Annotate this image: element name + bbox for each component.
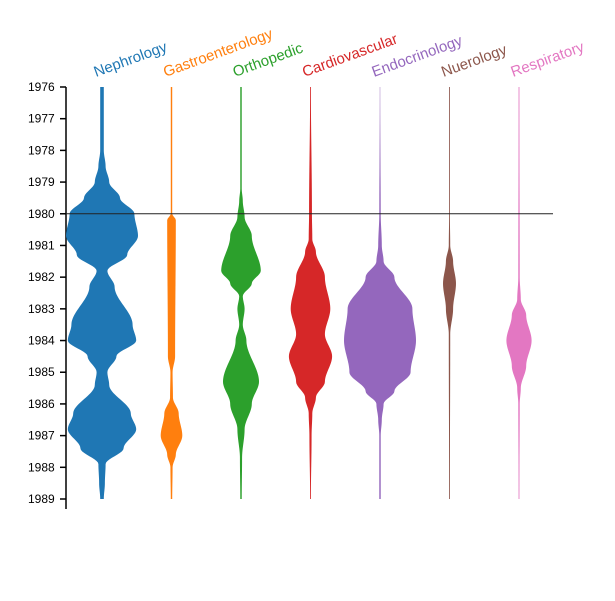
y-tick-label: 1987 [28, 429, 55, 443]
y-tick-label: 1982 [28, 270, 55, 284]
y-tick-label: 1980 [28, 207, 55, 221]
category-label-nephrology: Nephrology [92, 38, 170, 80]
category-label-respiratory: Respiratory [509, 38, 587, 80]
y-axis: 1976 1977 1978 1979 1980 1981 1982 1983 1984 1985… [28, 80, 67, 509]
violin-respiratory [506, 87, 532, 499]
y-tick-label: 1979 [28, 175, 55, 189]
violin-nephrology [66, 87, 138, 499]
y-tick-label: 1977 [28, 112, 55, 126]
violin-nuerology [443, 87, 456, 499]
y-tick-label: 1984 [28, 334, 55, 348]
y-tick-label: 1989 [28, 492, 55, 506]
y-tick-label: 1981 [28, 238, 55, 252]
y-tick-label: 1976 [28, 80, 55, 94]
y-tick-label: 1983 [28, 302, 55, 316]
y-tick-label: 1986 [28, 397, 55, 411]
violin-endocrinology [344, 87, 416, 499]
violin-cardiovascular [288, 87, 333, 499]
violin-orthopedic [221, 87, 261, 499]
violin-gastroenterology [160, 87, 183, 499]
y-tick-label: 1985 [28, 365, 55, 379]
y-tick-label: 1988 [28, 460, 55, 474]
violins [66, 87, 532, 499]
y-tick-label: 1978 [28, 143, 55, 157]
category-labels: NephrologyGastroenterologyOrthopedicCard… [92, 25, 587, 80]
